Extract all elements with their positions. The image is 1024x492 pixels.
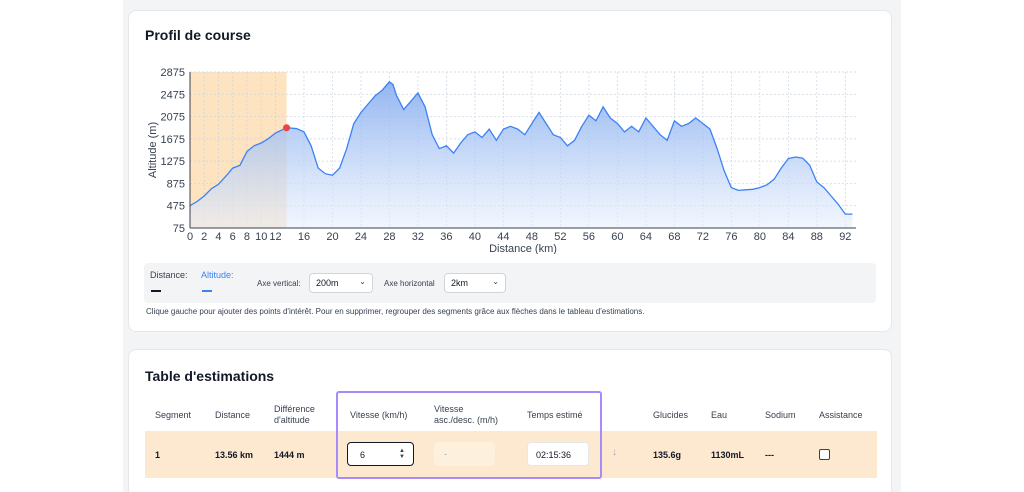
x-tick-label: 4	[215, 231, 221, 243]
legend-altitude-swatch	[202, 290, 212, 292]
y-axis-title: Altitude (m)	[147, 122, 159, 178]
chart-hint: Clique gauche pour ajouter des points d'…	[146, 307, 645, 316]
chart-controls: Distance: Altitude: Axe vertical: 200m ⌄…	[144, 263, 876, 303]
speed-columns-highlight	[336, 391, 602, 479]
x-tick-label: 20	[326, 231, 338, 243]
vertical-axis-select[interactable]: 200m ⌄	[309, 273, 373, 293]
col-segment: Segment	[155, 410, 192, 420]
vertical-axis-value: 200m	[316, 278, 339, 288]
altitude-line	[189, 80, 853, 215]
arrow-down-icon[interactable]: ↓	[612, 447, 617, 458]
x-tick-label: 72	[697, 231, 709, 243]
x-tick-label: 48	[526, 231, 538, 243]
x-tick-label: 64	[640, 231, 652, 243]
horizontal-axis-select[interactable]: 2km ⌄	[444, 273, 506, 293]
speed-input[interactable]: 6 ▲ ▼	[347, 442, 414, 466]
x-tick-label: 24	[355, 231, 367, 243]
y-tick-label: 1675	[161, 134, 185, 146]
col-assistance: Assistance	[819, 410, 863, 420]
x-tick-label: 36	[440, 231, 452, 243]
col-altitude-diff: Différence d'altitude	[274, 404, 315, 425]
col-speed: Vitesse (km/h)	[350, 410, 408, 420]
x-tick-label: 12	[269, 231, 281, 243]
x-tick-label: 56	[583, 231, 595, 243]
horizontal-axis-label: Axe horizontal	[384, 279, 435, 288]
cell-distance: 13.56 km	[215, 450, 254, 460]
legend-distance-label: Distance:	[150, 270, 188, 280]
x-tick-label: 16	[298, 231, 310, 243]
x-tick-label: 28	[383, 231, 395, 243]
cell-eau: 1130mL	[711, 450, 745, 460]
estimates-title: Table d'estimations	[145, 368, 275, 384]
vertical-axis-label: Axe vertical:	[257, 279, 301, 288]
horizontal-axis-value: 2km	[451, 278, 469, 288]
segment-end-marker	[283, 124, 291, 132]
col-eau: Eau	[711, 410, 728, 420]
x-tick-label: 2	[201, 231, 207, 243]
x-axis-title: Distance (km)	[489, 243, 557, 254]
x-tick-label: 6	[230, 231, 236, 243]
cell-glucides: 135.6g	[653, 450, 682, 460]
y-tick-label: 2475	[161, 89, 185, 101]
x-tick-label: 76	[725, 231, 737, 243]
altitude-area	[190, 81, 853, 228]
speed-value: 6	[360, 450, 366, 460]
asc-speed-input[interactable]: -	[434, 442, 495, 466]
x-tick-label: 60	[611, 231, 623, 243]
profile-title: Profil de course	[145, 27, 251, 43]
col-sodium: Sodium	[765, 410, 796, 420]
time-input[interactable]: 02:15:36	[527, 442, 589, 466]
y-tick-label: 75	[173, 223, 185, 235]
legend-altitude-label: Altitude:	[201, 270, 234, 280]
x-tick-label: 92	[839, 231, 851, 243]
cell-sodium: ---	[765, 450, 774, 460]
chevron-down-icon: ⌄	[359, 277, 366, 286]
stepper-icon[interactable]: ▲ ▼	[399, 448, 405, 460]
x-tick-label: 44	[497, 231, 509, 243]
assistance-checkbox[interactable]	[819, 449, 830, 460]
time-value: 02:15:36	[536, 450, 572, 460]
cell-altitude-diff: 1444 m	[274, 450, 305, 460]
col-time: Temps estimé	[527, 410, 583, 420]
x-tick-label: 84	[782, 231, 794, 243]
x-tick-label: 10	[255, 231, 267, 243]
y-tick-label: 2075	[161, 112, 185, 124]
x-tick-label: 88	[811, 231, 823, 243]
y-tick-label: 475	[167, 201, 185, 213]
col-glucides: Glucides	[653, 410, 689, 420]
legend-distance-swatch	[151, 290, 161, 292]
asc-speed-placeholder: -	[444, 449, 447, 459]
col-distance: Distance	[215, 410, 251, 420]
chevron-down-icon: ⌄	[492, 277, 499, 286]
y-tick-label: 2875	[161, 67, 185, 79]
x-tick-label: 40	[469, 231, 481, 243]
x-tick-label: 68	[668, 231, 680, 243]
x-tick-label: 0	[187, 231, 193, 243]
y-tick-label: 875	[167, 178, 185, 190]
cell-segment: 1	[155, 450, 161, 460]
table-row	[145, 431, 877, 478]
col-asc-speed: Vitesse asc./desc. (m/h)	[434, 404, 499, 425]
y-tick-label: 1275	[161, 156, 185, 168]
x-tick-label: 80	[754, 231, 766, 243]
x-tick-label: 32	[412, 231, 424, 243]
x-tick-label: 8	[244, 231, 250, 243]
x-tick-label: 52	[554, 231, 566, 243]
